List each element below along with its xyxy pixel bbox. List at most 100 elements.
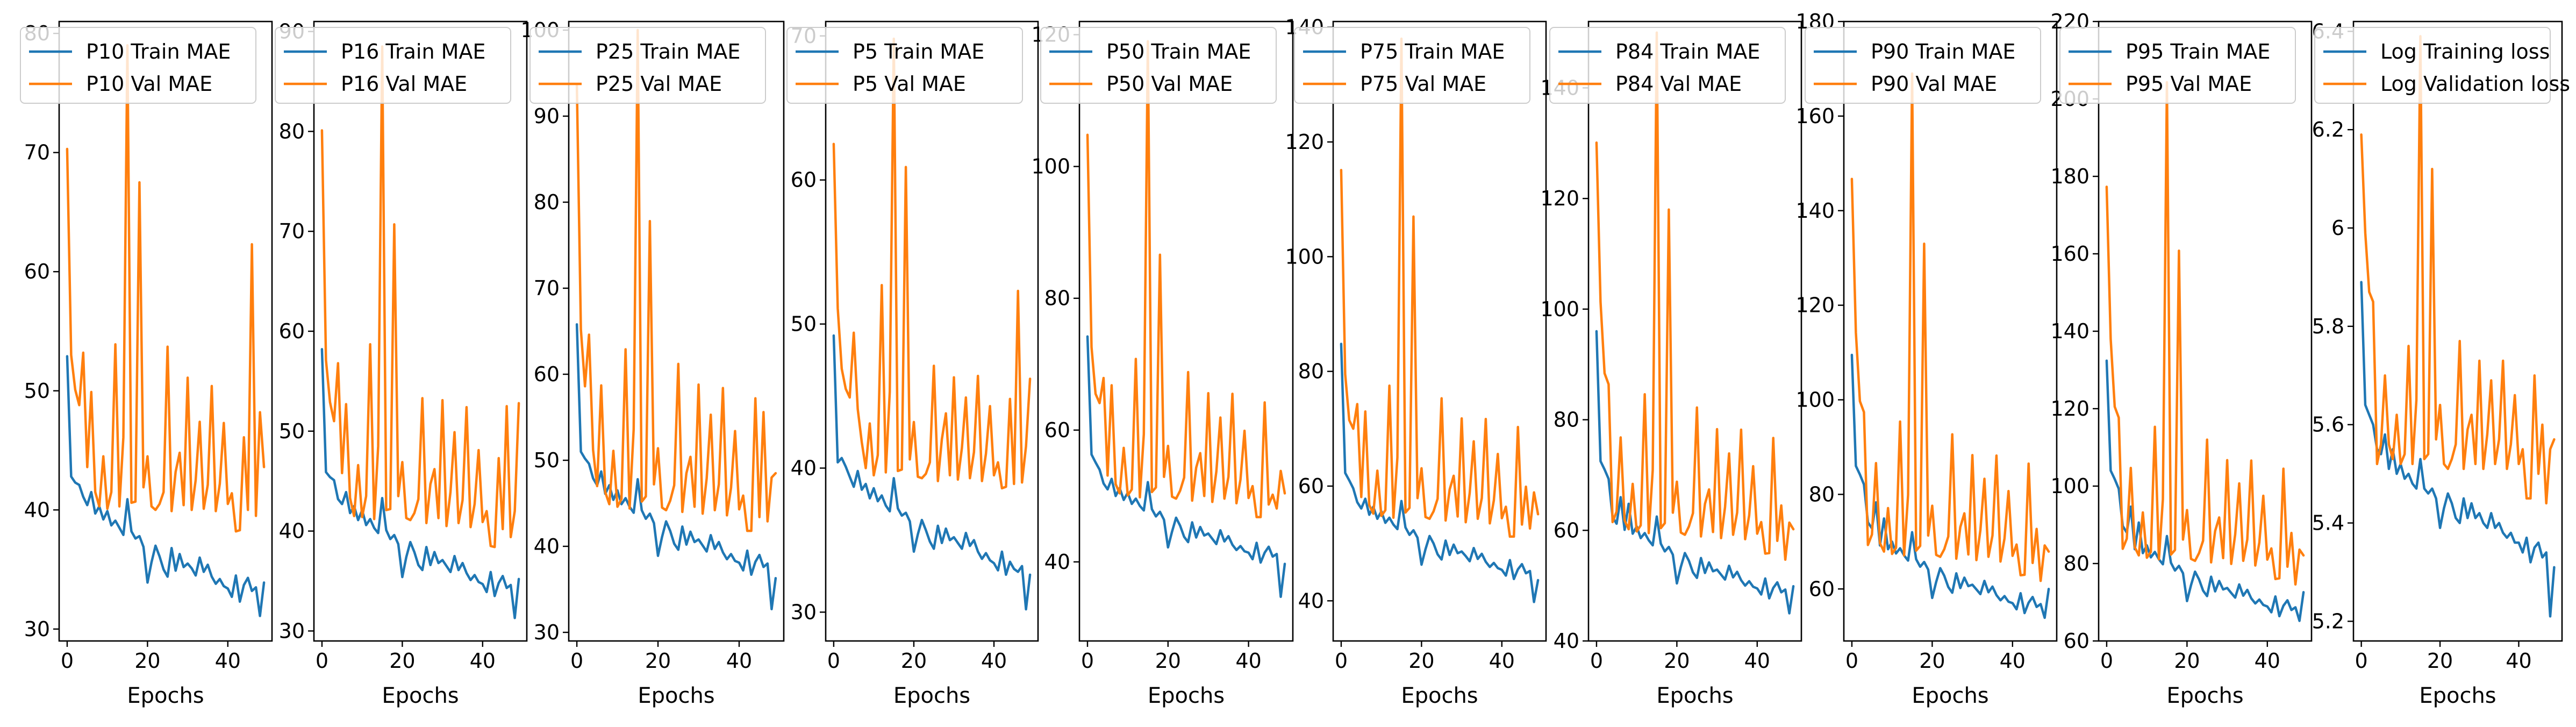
y-tick-label: 40 bbox=[791, 457, 817, 480]
y-tick-label: 100 bbox=[1031, 155, 1070, 179]
x-axis-label: Epochs bbox=[1656, 683, 1733, 708]
axes-frame bbox=[1843, 20, 2058, 642]
y-tick-label: 120 bbox=[1285, 130, 1324, 154]
legend-entry-label: P75 Train MAE bbox=[1360, 40, 1505, 63]
chart-panel: 02040406080100120140EpochsP84 Train MAEP… bbox=[1540, 20, 1802, 708]
y-tick-label: 80 bbox=[1554, 408, 1579, 432]
val-series-line bbox=[1850, 72, 2050, 582]
x-tick-label: 20 bbox=[1155, 649, 1181, 673]
legend-box bbox=[275, 27, 511, 104]
x-axis-label: Epochs bbox=[382, 683, 459, 708]
axes-frame bbox=[568, 20, 785, 642]
y-tick-label: 40 bbox=[1298, 589, 1324, 612]
y-tick-label: 60 bbox=[1554, 518, 1579, 542]
x-tick-label: 40 bbox=[1744, 649, 1770, 673]
y-tick-label: 60 bbox=[2064, 629, 2090, 653]
val-series-line bbox=[320, 45, 520, 548]
val-series-line bbox=[1595, 31, 1795, 561]
y-tick-label: 120 bbox=[2050, 397, 2090, 420]
y-tick-label: 6 bbox=[2331, 216, 2344, 240]
legend-entry-label: P16 Train MAE bbox=[341, 40, 485, 63]
y-tick-label: 180 bbox=[2050, 165, 2090, 188]
y-tick-label: 160 bbox=[1795, 104, 1835, 128]
y-tick-label: 60 bbox=[534, 362, 560, 386]
x-tick-label: 40 bbox=[2506, 649, 2531, 673]
x-tick-label: 0 bbox=[2355, 649, 2368, 673]
x-tick-label: 0 bbox=[1845, 649, 1858, 673]
x-tick-label: 20 bbox=[901, 649, 927, 673]
x-tick-label: 20 bbox=[1408, 649, 1434, 673]
x-tick-label: 40 bbox=[2255, 649, 2280, 673]
chart-panel: 0204030405060708090EpochsP16 Train MAEP1… bbox=[275, 20, 528, 708]
x-tick-label: 0 bbox=[61, 649, 74, 673]
y-tick-label: 60 bbox=[279, 319, 305, 343]
legend-entry-label: P75 Val MAE bbox=[1360, 72, 1486, 96]
legend-box bbox=[1294, 27, 1530, 104]
axes-frame bbox=[58, 20, 273, 642]
x-axis-label: Epochs bbox=[893, 683, 970, 708]
y-tick-label: 80 bbox=[279, 119, 305, 143]
train-series-line bbox=[832, 334, 1032, 611]
y-tick-label: 80 bbox=[1809, 482, 1835, 506]
x-axis-label: Epochs bbox=[1148, 683, 1225, 708]
y-tick-label: 5.4 bbox=[2312, 511, 2344, 535]
y-tick-label: 40 bbox=[1044, 550, 1070, 574]
x-tick-label: 0 bbox=[316, 649, 328, 673]
y-tick-label: 40 bbox=[534, 534, 560, 558]
y-tick-label: 6.2 bbox=[2312, 118, 2344, 141]
y-tick-label: 100 bbox=[2050, 474, 2090, 498]
x-tick-label: 40 bbox=[1489, 649, 1515, 673]
legend-entry-label: P90 Val MAE bbox=[1871, 72, 1997, 96]
x-tick-label: 40 bbox=[2000, 649, 2026, 673]
y-tick-label: 80 bbox=[1298, 360, 1324, 383]
x-tick-label: 20 bbox=[1919, 649, 1945, 673]
x-tick-label: 40 bbox=[470, 649, 496, 673]
x-tick-label: 40 bbox=[1235, 649, 1261, 673]
y-tick-label: 30 bbox=[24, 617, 50, 641]
x-tick-label: 0 bbox=[1335, 649, 1348, 673]
legend-entry-label: P50 Train MAE bbox=[1106, 40, 1251, 63]
y-tick-label: 140 bbox=[2050, 319, 2090, 343]
val-series-line bbox=[832, 37, 1032, 490]
x-tick-label: 40 bbox=[981, 649, 1007, 673]
legend-entry-label: P5 Val MAE bbox=[853, 72, 966, 96]
legend-entry-label: Log Training loss bbox=[2380, 40, 2550, 63]
y-tick-label: 50 bbox=[534, 448, 560, 472]
legend-entry-label: P10 Val MAE bbox=[86, 72, 212, 96]
y-tick-label: 30 bbox=[534, 621, 560, 644]
legend-box bbox=[1549, 27, 1786, 104]
x-tick-label: 20 bbox=[134, 649, 160, 673]
y-tick-label: 120 bbox=[1795, 294, 1835, 317]
y-tick-label: 100 bbox=[1795, 388, 1835, 412]
legend-entry-label: P84 Val MAE bbox=[1615, 72, 1742, 96]
legend-box bbox=[2314, 27, 2551, 104]
legend-entry-label: Log Validation loss bbox=[2380, 72, 2570, 96]
chart-panel: 020406080100120140160180200220EpochsP95 … bbox=[2050, 10, 2313, 708]
y-tick-label: 60 bbox=[1298, 474, 1324, 498]
legend-entry-label: P5 Train MAE bbox=[853, 40, 984, 63]
x-tick-label: 0 bbox=[827, 649, 840, 673]
axes-frame bbox=[825, 20, 1039, 642]
y-tick-label: 5.2 bbox=[2312, 609, 2344, 633]
y-tick-label: 5.8 bbox=[2312, 315, 2344, 338]
train-series-line bbox=[1850, 353, 2050, 619]
val-series-line bbox=[1086, 40, 1286, 518]
legend-entry-label: P10 Train MAE bbox=[86, 40, 231, 63]
x-tick-label: 40 bbox=[726, 649, 752, 673]
y-tick-label: 30 bbox=[791, 600, 817, 624]
legend-entry-label: P50 Val MAE bbox=[1106, 72, 1233, 96]
legend-box bbox=[786, 27, 1023, 104]
y-tick-label: 30 bbox=[279, 619, 305, 643]
x-tick-label: 20 bbox=[1664, 649, 1690, 673]
y-tick-label: 70 bbox=[24, 141, 50, 165]
x-axis-label: Epochs bbox=[1401, 683, 1478, 708]
chart-panel: 02040406080100120EpochsP50 Train MAEP50 … bbox=[1031, 20, 1294, 708]
legend-entry-label: P25 Val MAE bbox=[596, 72, 722, 96]
legend-box bbox=[529, 27, 766, 104]
y-tick-label: 100 bbox=[1540, 297, 1579, 321]
x-axis-label: Epochs bbox=[2419, 683, 2496, 708]
y-tick-label: 50 bbox=[24, 379, 50, 403]
